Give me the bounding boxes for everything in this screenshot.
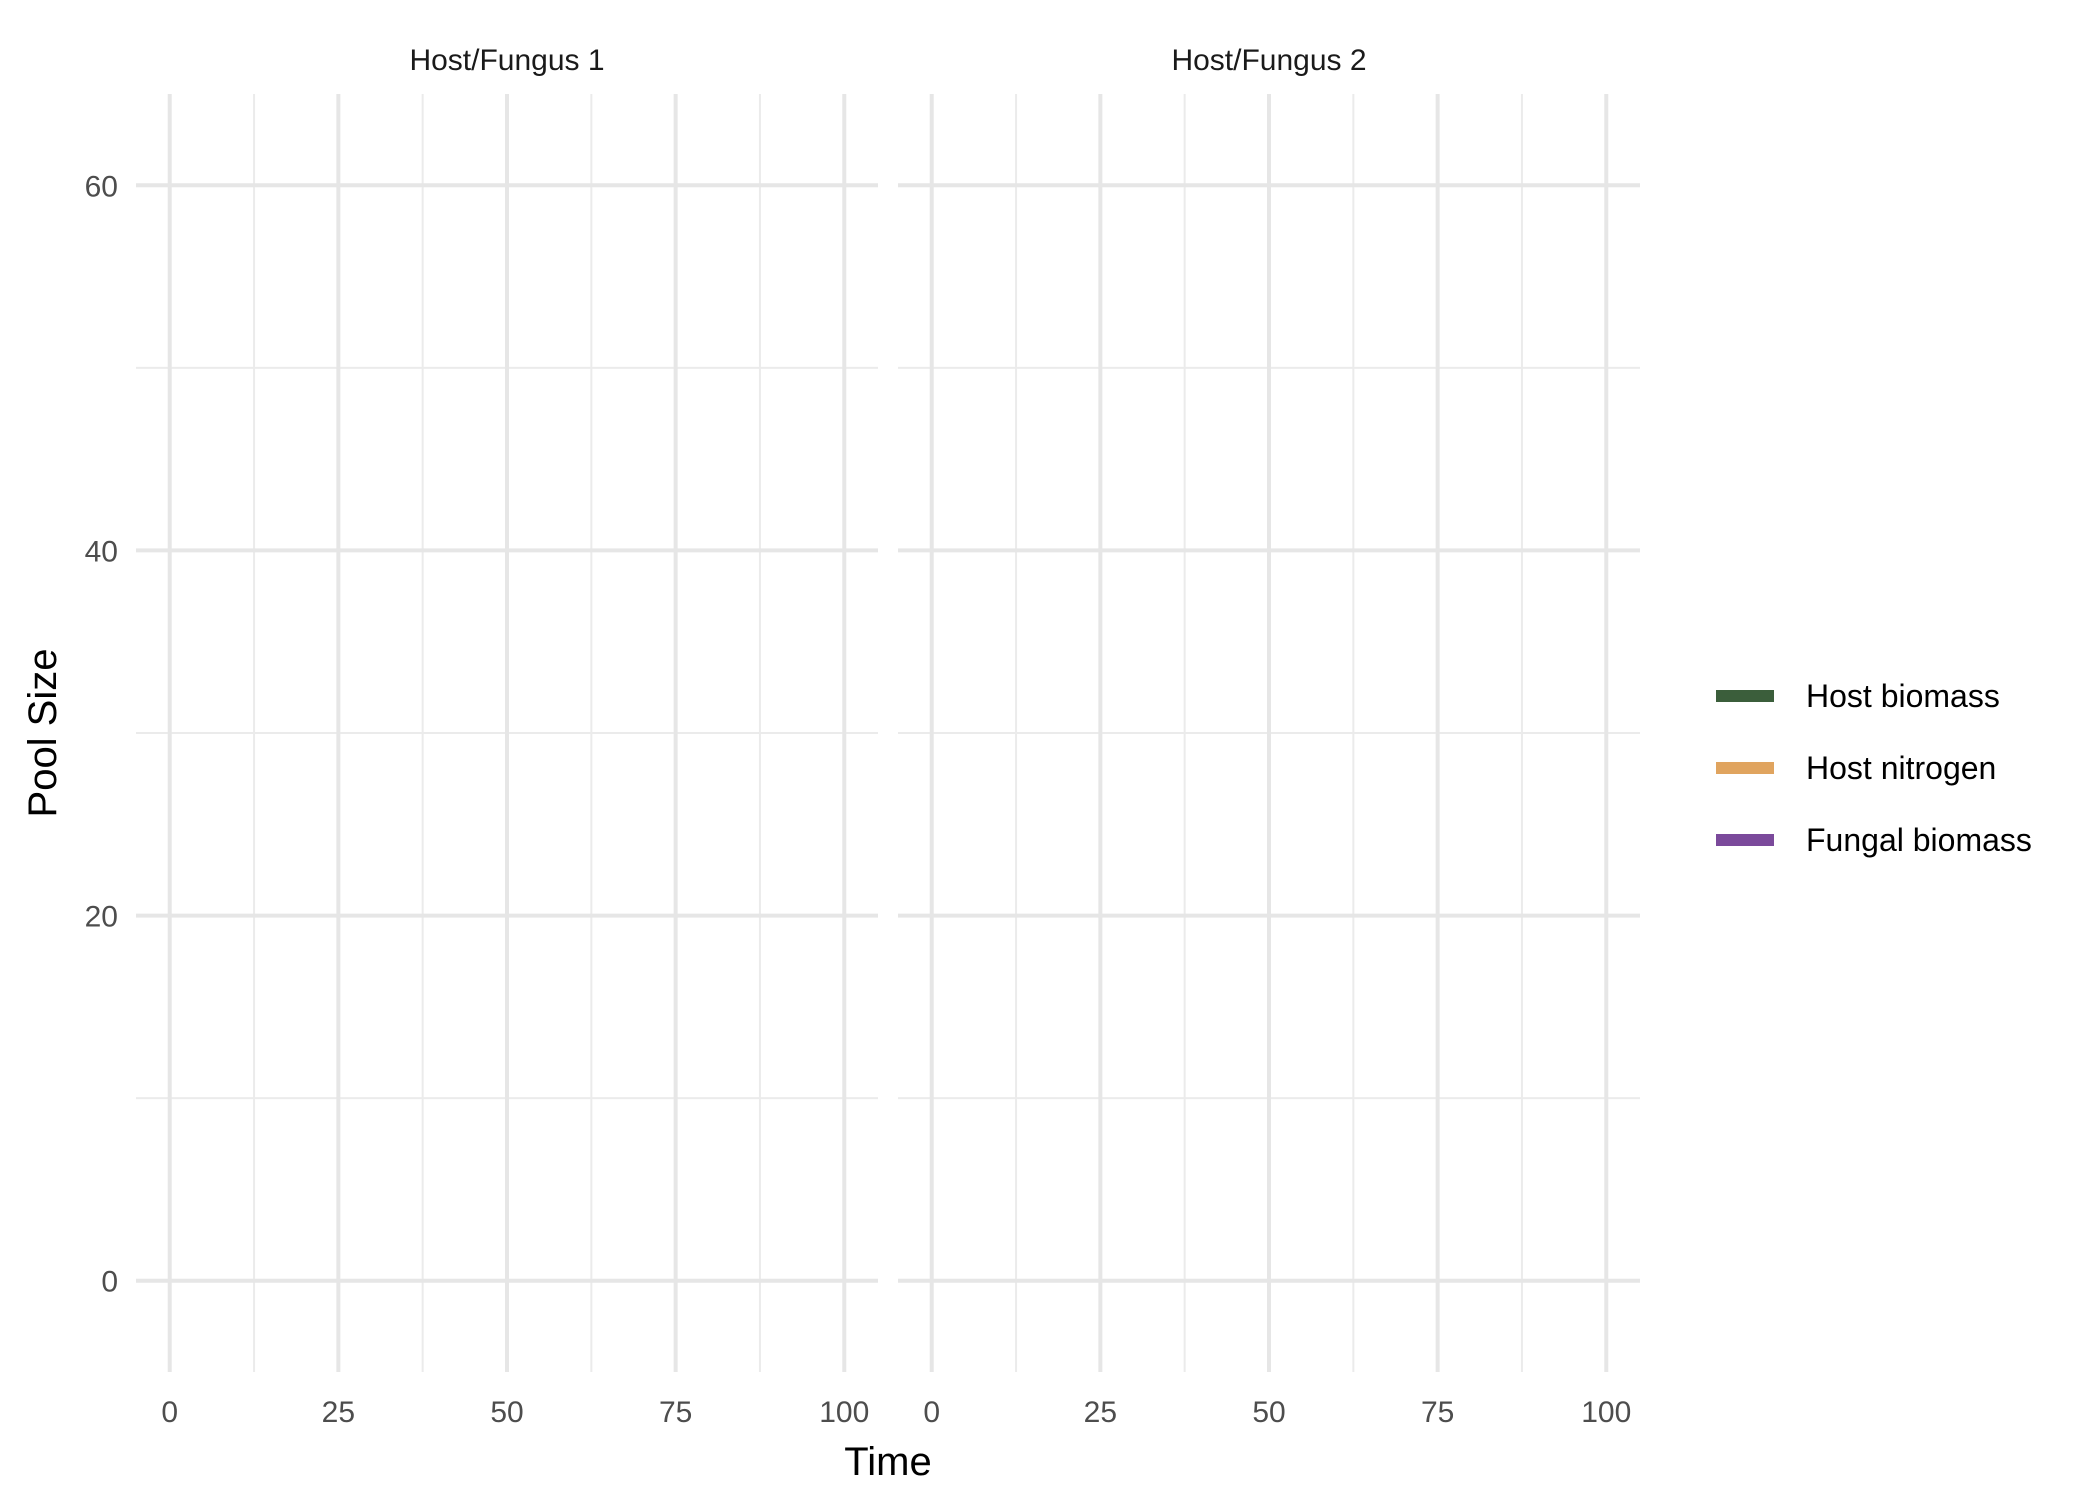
x-tick-label: 0 xyxy=(923,1396,940,1429)
facet-panel-2: 0 25 50 75 100 Host/Fungus 2 xyxy=(898,44,1640,1429)
y-tick-label: 20 xyxy=(85,901,118,934)
x-tick-label: 25 xyxy=(1084,1396,1117,1429)
facet-title: Host/Fungus 1 xyxy=(409,44,604,77)
legend-item: Host nitrogen xyxy=(1716,750,1996,786)
facet-panel-1: 0 25 50 75 100 Host/Fungus 1 xyxy=(136,44,878,1429)
legend-item: Fungal biomass xyxy=(1716,822,2032,858)
legend-item: Host biomass xyxy=(1716,678,2000,714)
y-tick-label: 0 xyxy=(101,1266,118,1299)
x-tick-label: 100 xyxy=(1581,1396,1631,1429)
x-tick-label: 0 xyxy=(161,1396,178,1429)
x-tick-label: 50 xyxy=(1252,1396,1285,1429)
y-tick-label: 60 xyxy=(85,170,118,203)
panels-layer: 0 25 50 75 100 Host/Fungus 1 0 25 50 75 100 Host/Fu… xyxy=(136,44,1640,1429)
y-axis-title: Pool Size xyxy=(21,649,65,818)
x-tick-label: 50 xyxy=(490,1396,523,1429)
x-tick-label: 75 xyxy=(659,1396,692,1429)
legend-label: Fungal biomass xyxy=(1806,822,2032,858)
legend-label: Host nitrogen xyxy=(1806,750,1996,786)
x-axis-title: Time xyxy=(844,1440,931,1484)
x-tick-label: 25 xyxy=(322,1396,355,1429)
legend: Host biomass Host nitrogen Fungal biomass xyxy=(1716,678,2032,858)
x-tick-label: 100 xyxy=(819,1396,869,1429)
facet-title: Host/Fungus 2 xyxy=(1171,44,1366,77)
x-tick-label: 75 xyxy=(1421,1396,1454,1429)
legend-label: Host biomass xyxy=(1806,678,2000,714)
y-axis-ticks: 0 20 40 60 xyxy=(85,170,118,1298)
y-tick-label: 40 xyxy=(85,535,118,568)
